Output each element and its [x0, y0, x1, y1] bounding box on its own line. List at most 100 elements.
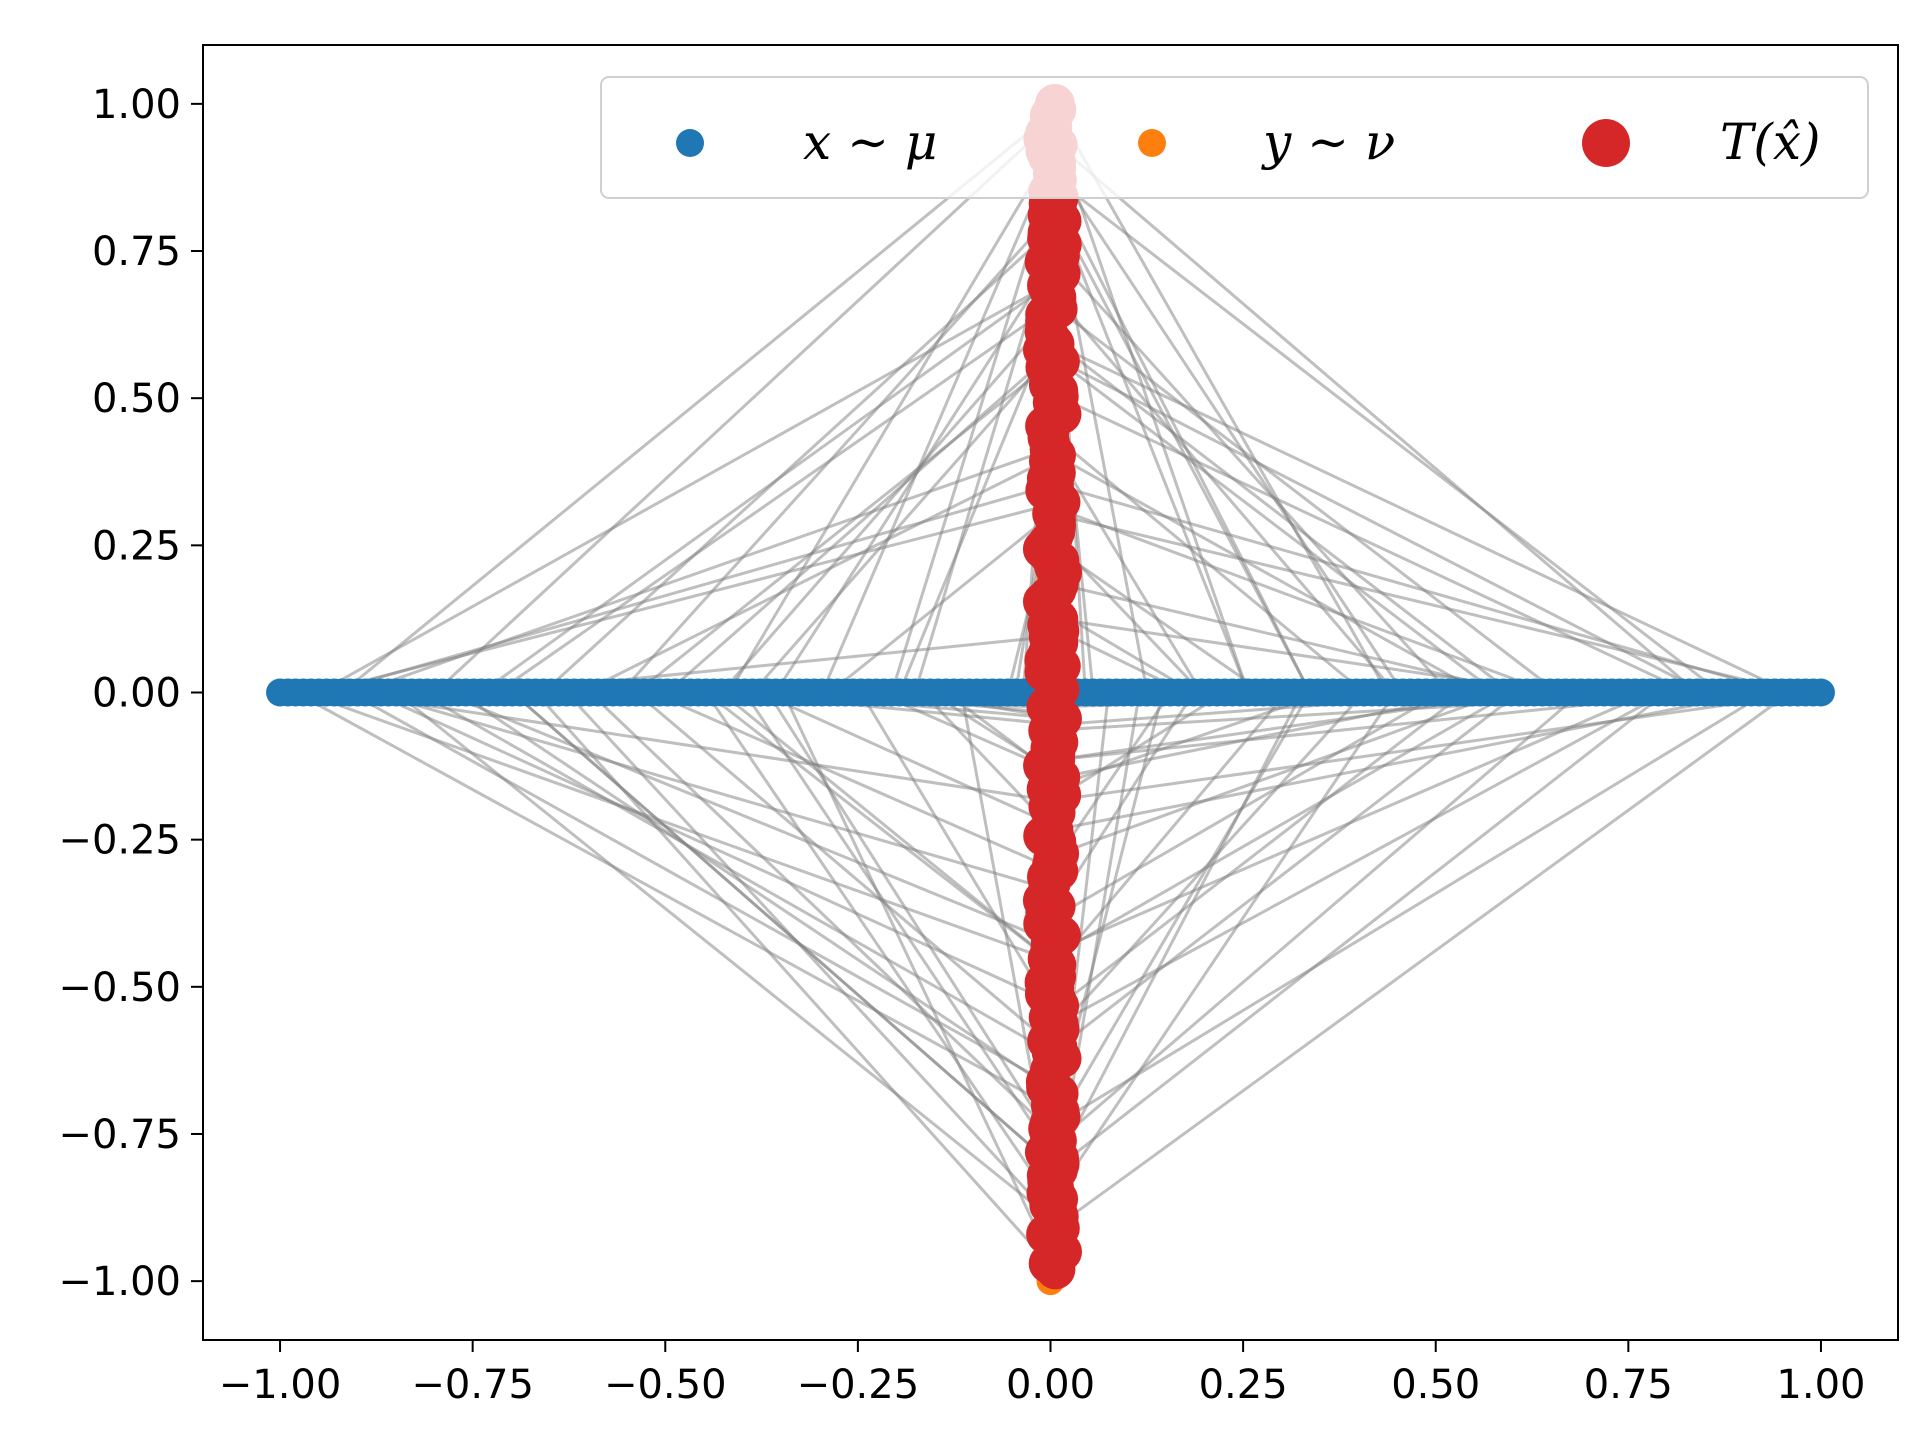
transport-line: [1045, 691, 1668, 1177]
transport-line: [1045, 691, 1791, 1236]
transport-line: [859, 691, 1055, 1013]
transport-line: [372, 691, 1049, 891]
x-tick-label: 1.00: [1776, 1362, 1865, 1408]
legend-label-mu: x ∼ μ: [803, 113, 937, 171]
transport-line: [1046, 691, 1326, 791]
transport-line: [1050, 691, 1520, 1054]
transport-line: [302, 691, 1049, 961]
transport-line: [1055, 691, 1288, 966]
transport-line: [341, 691, 1053, 803]
transport-line: [704, 691, 1048, 1195]
transport-line: [727, 155, 1050, 694]
transport-line: [828, 512, 1054, 694]
legend-marker-mu: [676, 129, 704, 157]
transport-line: [1055, 296, 1397, 694]
legend-label-t: T(x̂): [1720, 113, 1821, 171]
legend-box: [600, 76, 1869, 199]
x-tick-label: 0.75: [1584, 1362, 1673, 1408]
legend: x ∼ μ y ∼ ν T(x̂): [600, 76, 1869, 199]
transport-line: [1058, 582, 1520, 694]
y-tick-label: 1.00: [92, 82, 181, 128]
x-ticks-layer: −1.00 −0.75 −0.50 −0.25 0.00 0.25 0.50 0.75 1.00: [219, 1340, 1865, 1408]
transport-line: [1048, 691, 1397, 1206]
transport-line: [1051, 512, 1799, 694]
transport-line: [1055, 208, 1250, 694]
transport-line: [635, 691, 1049, 1043]
transport-line: [372, 691, 1060, 1008]
transport-line: [1048, 249, 1451, 694]
transport-line: [511, 691, 1059, 1171]
transport-line: [395, 691, 1058, 1224]
transport-line: [565, 691, 1058, 1224]
transport-line: [635, 366, 1047, 694]
transport-line: [1045, 691, 1304, 1183]
x-tick-label: 0.50: [1391, 1362, 1480, 1408]
mu-point: [1806, 678, 1835, 707]
transport-line: [1051, 691, 1814, 803]
transport-line: [480, 284, 1048, 694]
transport-line: [666, 354, 1051, 694]
legend-marker-t: [1582, 119, 1630, 167]
transport-line: [1056, 143, 1699, 694]
x-tick-label: −1.00: [219, 1362, 342, 1408]
transport-line: [457, 691, 1060, 1095]
transport-line: [326, 483, 1055, 694]
transport-line: [913, 261, 1047, 693]
y-tick-label: −0.50: [58, 965, 181, 1011]
transport-line: [1059, 691, 1312, 1118]
x-tick-label: 0.00: [1006, 1362, 1095, 1408]
transport-line: [759, 691, 1053, 826]
transport-line: [588, 691, 1050, 1130]
x-tick-label: −0.25: [797, 1362, 920, 1408]
transport-line: [1042, 691, 1443, 926]
transport-line: [318, 284, 1048, 694]
x-tick-label: 0.25: [1199, 1362, 1288, 1408]
transport-line: [1046, 691, 1512, 961]
transport-line: [1058, 691, 1504, 855]
transport-line: [651, 691, 1059, 873]
transport-line: [1054, 108, 1389, 694]
transport-line: [1047, 691, 1768, 1131]
transport-line: [341, 108, 1058, 694]
transport-line: [581, 453, 1057, 694]
y-tick-label: 0.75: [92, 229, 181, 275]
transport-line: [495, 301, 1058, 694]
transport-line: [743, 691, 1061, 1165]
y-tick-label: 0.25: [92, 523, 181, 569]
transport-line: [1051, 185, 1312, 694]
y-tick-label: −1.00: [58, 1259, 181, 1305]
transport-line: [1056, 307, 1559, 694]
transport-line: [1053, 483, 1783, 694]
y-tick-label: 0.00: [92, 671, 181, 717]
transport-line: [1060, 244, 1149, 693]
transport-line: [766, 691, 1052, 1136]
transport-line: [442, 691, 1052, 943]
y-ticks-layer: 1.00 0.75 0.50 0.25 0.00 −0.25 −0.50 −0.75 −1.00: [58, 82, 203, 1305]
transport-line: [433, 120, 1053, 694]
transport-line: [1048, 430, 1366, 694]
transport-line: [820, 144, 1059, 694]
transport-line: [1058, 360, 1497, 694]
transport-line: [349, 691, 1047, 1084]
transport-line: [1057, 691, 1667, 1025]
legend-marker-nu: [1138, 129, 1166, 157]
transport-line: [1053, 691, 1760, 832]
transport-line: [1058, 691, 1466, 1007]
t-points-layer: [1022, 83, 1083, 1290]
transport-line: [294, 691, 1061, 1113]
transport-line: [356, 447, 1051, 694]
y-tick-label: −0.75: [58, 1112, 181, 1158]
transport-line: [1054, 506, 1551, 694]
transport-line: [1059, 691, 1481, 779]
x-tick-label: −0.50: [604, 1362, 727, 1408]
transport-line: [619, 208, 1059, 694]
y-tick-label: −0.25: [58, 818, 181, 864]
transport-line: [1048, 354, 1706, 694]
transport-line: [418, 691, 1063, 1060]
transport-line: [534, 691, 1050, 1265]
transport-line: [720, 307, 1059, 694]
y-tick-label: 0.50: [92, 376, 181, 422]
x-tick-label: −0.75: [411, 1362, 534, 1408]
mu-points-layer: [266, 678, 1835, 707]
